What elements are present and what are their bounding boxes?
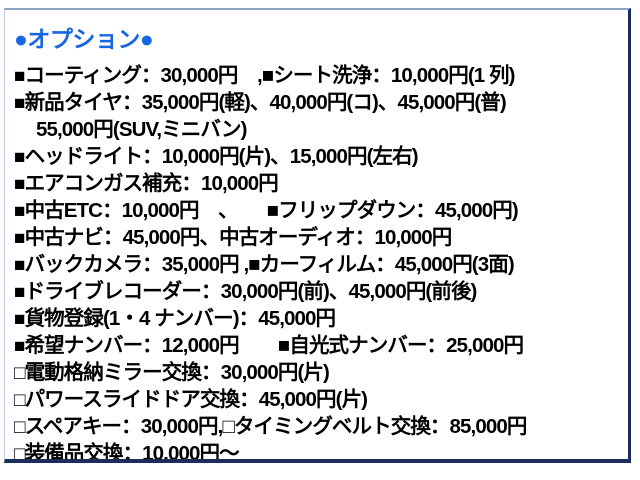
option-line: 装備品交換：10,000円～ (14, 440, 626, 459)
options-list: コーティング：30,000円 ,■シート洗浄：10,000円(1 列) 新品タイヤ… (14, 62, 626, 459)
option-line-text: パワースライドドア交換：45,000円(片) (24, 388, 368, 411)
option-line-text: 電動格納ミラー交換：30,000円(片) (24, 361, 330, 384)
option-line: バックカメラ：35,000円 ,■カーフィルム：45,000円(3面) (14, 251, 626, 278)
option-line-text: 中古ナビ：45,000円、中古オーディオ：10,000円 (24, 226, 453, 249)
option-line: エアコンガス補充：10,000円 (14, 170, 626, 197)
option-line: パワースライドドア交換：45,000円(片) (14, 386, 626, 413)
option-line-text: 装備品交換：10,000円～ (24, 442, 240, 459)
option-line: 希望ナンバー：12,000円 ■自光式ナンバー：25,000円 (14, 332, 626, 359)
option-line-text: コーティング：30,000円 ,■シート洗浄：10,000円(1 列) (24, 64, 516, 87)
option-line: 中古ナビ：45,000円、中古オーディオ：10,000円 (14, 224, 626, 251)
option-line: コーティング：30,000円 ,■シート洗浄：10,000円(1 列) (14, 62, 626, 89)
option-line: 貨物登録(1・4 ナンバー)：45,000円 (14, 305, 626, 332)
option-line-text: 中古ETC：10,000円 、 ■フリップダウン：45,000円) (24, 199, 519, 222)
option-line: スペアキー：30,000円,□タイミングベルト交換：85,000円 (14, 413, 626, 440)
option-line: 新品タイヤ：35,000円(軽)、40,000円(コ)、45,000円(普) (14, 89, 626, 116)
option-line-text: 希望ナンバー：12,000円 ■自光式ナンバー：25,000円 (24, 334, 524, 357)
option-line: 中古ETC：10,000円 、 ■フリップダウン：45,000円) (14, 197, 626, 224)
option-line-text: 新品タイヤ：35,000円(軽)、40,000円(コ)、45,000円(普) (24, 91, 507, 114)
option-line: 55,000円(SUV,ミニバン) (14, 116, 626, 143)
option-line-text: スペアキー：30,000円,□タイミングベルト交換：85,000円 (24, 415, 528, 438)
option-line-text: ドライブレコーダー：30,000円(前)、45,000円(前後) (24, 280, 478, 303)
options-sheet: ●オプション● コーティング：30,000円 ,■シート洗浄：10,000円(1… (5, 10, 628, 459)
option-line: ドライブレコーダー：30,000円(前)、45,000円(前後) (14, 278, 626, 305)
option-line: 電動格納ミラー交換：30,000円(片) (14, 359, 626, 386)
option-line: ヘッドライト：10,000円(片)、15,000円(左右) (14, 143, 626, 170)
options-panel-frame: ●オプション● コーティング：30,000円 ,■シート洗浄：10,000円(1… (4, 8, 631, 463)
option-line-text: 55,000円(SUV,ミニバン) (36, 118, 247, 141)
page-title: ●オプション● (14, 26, 154, 52)
option-line-text: ヘッドライト：10,000円(片)、15,000円(左右) (24, 145, 419, 168)
option-line-text: エアコンガス補充：10,000円 (24, 172, 279, 195)
option-line-text: 貨物登録(1・4 ナンバー)：45,000円 (24, 307, 336, 330)
option-line-text: バックカメラ：35,000円 ,■カーフィルム：45,000円(3面) (24, 253, 515, 276)
